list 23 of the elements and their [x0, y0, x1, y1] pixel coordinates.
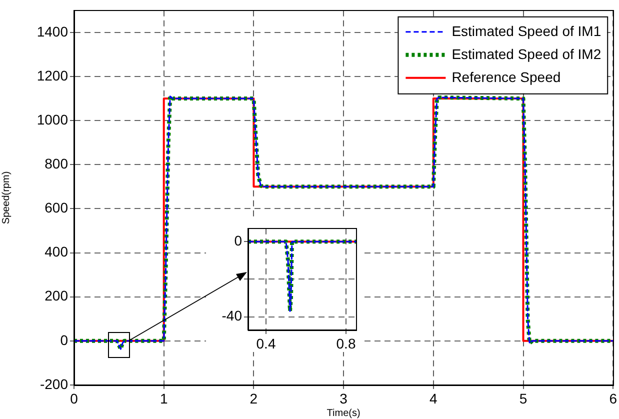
x-axis-title: Time(s)	[326, 408, 360, 419]
y-tick-label: 1000	[36, 111, 68, 128]
x-tick-label: 6	[609, 390, 618, 406]
y-tick-label: 1200	[36, 67, 68, 84]
y-tick-label: 800	[44, 156, 68, 172]
x-tick-label: 1	[160, 390, 168, 406]
x-tick-label: 5	[519, 390, 528, 406]
y-tick-label: 600	[44, 200, 68, 216]
x-tick-label: 0	[70, 390, 78, 406]
legend-label: Estimated Speed of IM2	[452, 46, 602, 62]
y-axis-title: Speed(rpm)	[0, 171, 12, 224]
legend-label: Reference Speed	[452, 68, 561, 85]
x-tick-label: 0.8	[336, 335, 356, 352]
legend-label: Estimated Speed of IM1	[452, 22, 602, 39]
y-tick-label: -200	[40, 376, 68, 392]
x-tick-label: 2	[250, 390, 258, 406]
x-tick-label: 0.4	[256, 335, 276, 352]
x-tick-label: 3	[340, 390, 348, 406]
x-tick-label: 4	[430, 390, 438, 406]
y-tick-label: 1400	[36, 23, 68, 40]
y-tick-label: 400	[44, 244, 68, 260]
y-tick-label: 200	[44, 288, 68, 304]
y-tick-label: -40	[222, 308, 242, 324]
